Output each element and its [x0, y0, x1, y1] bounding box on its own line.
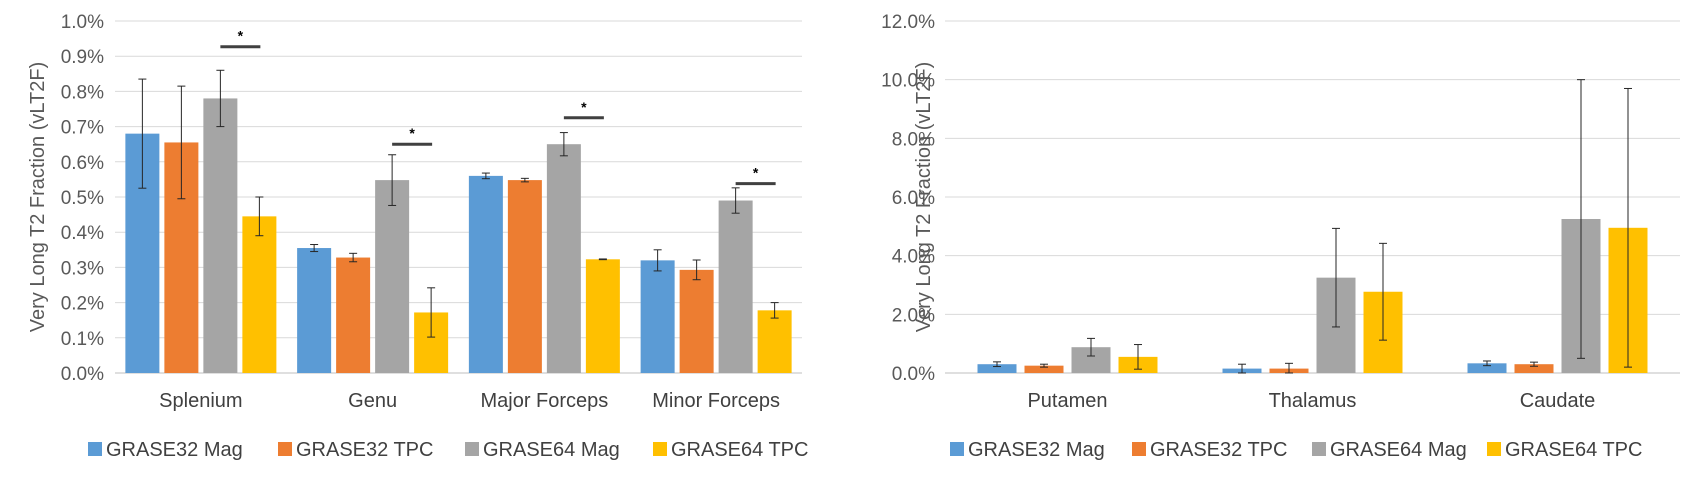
error-bar-thalamus-grase64-mag [1332, 227, 1340, 328]
bar-genu-grase32-tpc [336, 257, 371, 373]
legend-swatch-grase32-tpc [278, 442, 292, 456]
category-label-genu: Genu [348, 390, 397, 412]
y-tick-label: 0.3% [61, 258, 104, 279]
legend-swatch-grase32-tpc [1132, 442, 1146, 456]
chart-1: 0.0% 0.1% 0.2% 0.3% 0.4% 0.5% 0.6% 0.7% 0.8% 0.9%… [27, 12, 808, 461]
y-tick-label: 0.6% [61, 153, 104, 174]
y-tick-label: 0.4% [61, 223, 104, 244]
error-bar-splenium-grase32-tpc [177, 85, 186, 200]
bar-major-forceps-grase64-mag [546, 144, 581, 373]
legend-swatch-grase64-mag [1312, 442, 1326, 456]
y-axis-title: Very Long T2 Fraction (vLT2F) [913, 62, 935, 332]
error-bar-putamen-grase32-mag [993, 361, 1001, 368]
error-bar-minor-forceps-grase64-tpc [770, 302, 779, 319]
legend-label-grase64-tpc: GRASE64 TPC [671, 439, 808, 461]
legend-label-grase32-tpc: GRASE32 TPC [1150, 439, 1287, 461]
bar-minor-forceps-grase32-mag [640, 260, 675, 373]
y-tick-label: 10.0% [881, 71, 935, 92]
legend-swatch-grase64-tpc [653, 442, 667, 456]
bar-minor-forceps-grase64-tpc [757, 310, 792, 373]
error-bar-caudate-grase32-mag [1483, 360, 1491, 367]
bar-major-forceps-grase32-tpc [507, 180, 542, 373]
significance-label-major-forceps: * [581, 99, 587, 115]
bar-genu-grase32-mag [297, 248, 332, 373]
y-tick-label: 0.5% [61, 188, 104, 209]
y-tick-label: 12.0% [881, 12, 935, 33]
bar-major-forceps-grase64-tpc [585, 259, 620, 373]
error-bar-caudate-grase32-tpc [1530, 361, 1538, 367]
error-bar-genu-grase64-mag [388, 154, 397, 206]
y-tick-label: 1.0% [61, 12, 104, 33]
y-tick-label: 0.8% [61, 82, 104, 103]
error-bar-putamen-grase64-mag [1087, 337, 1095, 357]
category-label-minor-forceps: Minor Forceps [652, 390, 780, 412]
category-label-splenium: Splenium [159, 390, 242, 412]
bar-minor-forceps-grase64-mag [718, 200, 753, 373]
y-tick-label: 4.0% [892, 247, 935, 268]
significance-label-genu: * [409, 125, 415, 141]
y-tick-label: 0.1% [61, 329, 104, 350]
legend-label-grase64-mag: GRASE64 Mag [483, 439, 620, 461]
y-tick-label: 0.7% [61, 118, 104, 139]
bar-putamen-grase32-tpc [1024, 365, 1064, 373]
bar-splenium-grase64-tpc [242, 216, 277, 373]
bar-caudate-grase32-mag [1467, 363, 1507, 373]
error-bar-minor-forceps-grase32-tpc [692, 259, 701, 281]
error-bar-major-forceps-grase32-mag [481, 172, 490, 180]
error-bar-genu-grase32-mag [310, 244, 319, 253]
y-tick-label: 0.0% [892, 364, 935, 385]
error-bar-major-forceps-grase64-mag [559, 132, 568, 157]
error-bar-major-forceps-grase64-tpc [598, 258, 607, 261]
error-bar-thalamus-grase32-mag [1238, 363, 1246, 374]
legend-label-grase32-tpc: GRASE32 TPC [296, 439, 433, 461]
legend-swatch-grase64-tpc [1487, 442, 1501, 456]
category-label-thalamus: Thalamus [1269, 390, 1357, 412]
error-bar-caudate-grase64-tpc [1624, 87, 1632, 368]
bar-genu-grase64-mag [375, 180, 410, 373]
error-bar-splenium-grase64-tpc [255, 196, 264, 237]
legend-swatch-grase32-mag [88, 442, 102, 456]
error-bar-caudate-grase64-mag [1577, 79, 1585, 359]
error-bar-putamen-grase32-tpc [1040, 363, 1048, 368]
error-bar-minor-forceps-grase32-mag [653, 249, 662, 272]
y-tick-label: 2.0% [892, 305, 935, 326]
bar-minor-forceps-grase32-tpc [679, 269, 714, 373]
error-bar-minor-forceps-grase64-mag [731, 187, 740, 214]
error-bar-thalamus-grase32-tpc [1285, 362, 1293, 374]
error-bar-splenium-grase64-mag [216, 69, 225, 128]
y-tick-label: 0.2% [61, 294, 104, 315]
y-tick-label: 8.0% [892, 129, 935, 150]
error-bar-putamen-grase64-tpc [1134, 344, 1142, 370]
bar-putamen-grase32-mag [977, 364, 1017, 373]
category-label-caudate: Caudate [1520, 390, 1596, 412]
significance-label-splenium: * [238, 28, 244, 44]
bar-major-forceps-grase32-mag [468, 175, 503, 373]
y-tick-label: 6.0% [892, 188, 935, 209]
y-tick-label: 0.9% [61, 47, 104, 68]
error-bar-thalamus-grase64-tpc [1379, 242, 1387, 341]
category-label-putamen: Putamen [1027, 390, 1107, 412]
error-bar-genu-grase64-tpc [427, 287, 436, 338]
legend-swatch-grase64-mag [465, 442, 479, 456]
legend-label-grase32-mag: GRASE32 Mag [106, 439, 243, 461]
error-bar-major-forceps-grase32-tpc [520, 177, 529, 183]
legend-label-grase64-mag: GRASE64 Mag [1330, 439, 1467, 461]
legend-label-grase32-mag: GRASE32 Mag [968, 439, 1105, 461]
significance-label-minor-forceps: * [753, 165, 759, 181]
y-axis-title: Very Long T2 Fraction (vLT2F) [27, 62, 49, 332]
error-bar-splenium-grase32-mag [138, 78, 147, 189]
chart-2: 0.0% 2.0% 4.0% 6.0% 8.0% 10.0% 12.0% Very Long … [881, 12, 1680, 461]
bar-splenium-grase64-mag [203, 98, 238, 373]
bar-caudate-grase32-tpc [1514, 364, 1554, 373]
category-label-major-forceps: Major Forceps [480, 390, 608, 412]
legend-swatch-grase32-mag [950, 442, 964, 456]
legend-label-grase64-tpc: GRASE64 TPC [1505, 439, 1642, 461]
error-bar-genu-grase32-tpc [349, 252, 358, 263]
y-tick-label: 0.0% [61, 364, 104, 385]
